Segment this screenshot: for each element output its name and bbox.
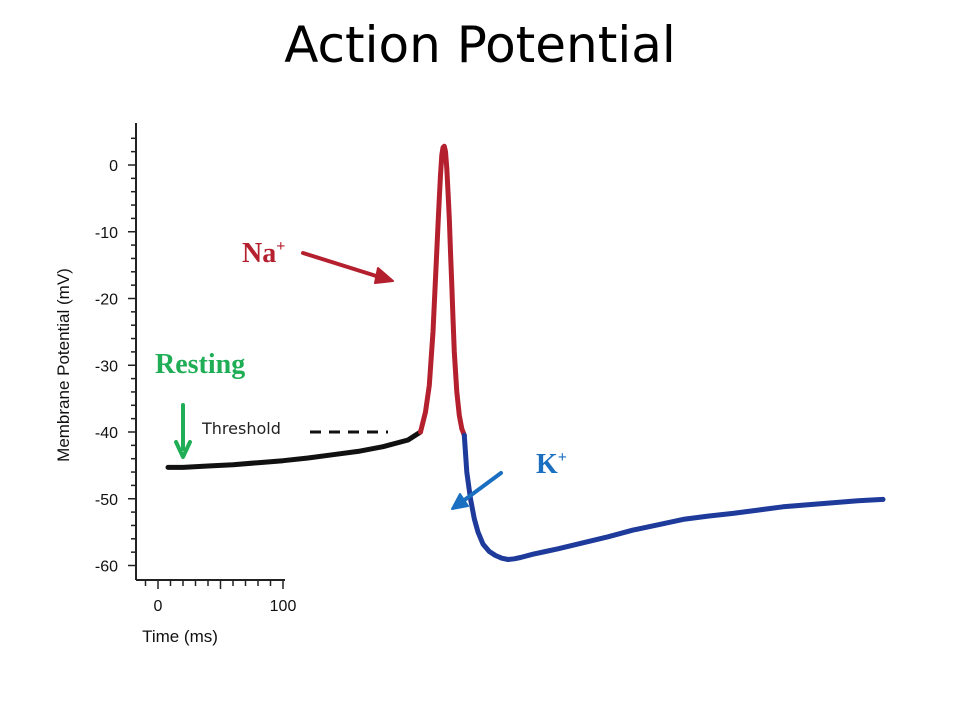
na-arrow xyxy=(301,251,391,282)
y-tick-label: -50 xyxy=(95,492,118,509)
tick-labels: 0 -10 -20 -30 -40 -50 -60 0 100 xyxy=(95,158,297,615)
na-label: Na+ xyxy=(242,238,285,269)
k-label: K+ xyxy=(536,449,567,480)
x-tick-label: 0 xyxy=(154,598,163,615)
threshold-label: Threshold xyxy=(201,419,281,438)
k-arrow xyxy=(457,471,503,506)
x-axis-title: Time (ms) xyxy=(142,627,218,646)
traces xyxy=(165,143,886,562)
slide-title: Action Potential xyxy=(284,16,676,74)
y-tick-label: -30 xyxy=(95,358,118,375)
ticks xyxy=(128,137,284,589)
x-tick-label: 100 xyxy=(270,598,297,615)
y-tick-label: -10 xyxy=(95,225,118,242)
annotations: Time (ms) Membrane Potential (mV) Na+ Re… xyxy=(54,238,567,646)
trace-repolarization xyxy=(461,432,886,562)
trace-depolarization xyxy=(418,143,467,438)
y-tick-label: -20 xyxy=(95,292,118,309)
na-arrowhead xyxy=(374,267,394,284)
resting-label: Resting xyxy=(155,349,245,380)
y-tick-label: -40 xyxy=(95,425,118,442)
trace-resting xyxy=(165,429,423,470)
k-arrowhead xyxy=(451,493,469,510)
y-tick-label: 0 xyxy=(109,158,118,175)
y-tick-label: -60 xyxy=(95,559,118,576)
y-axis-title: Membrane Potential (mV) xyxy=(54,268,73,462)
resting-arrowhead xyxy=(174,440,192,459)
